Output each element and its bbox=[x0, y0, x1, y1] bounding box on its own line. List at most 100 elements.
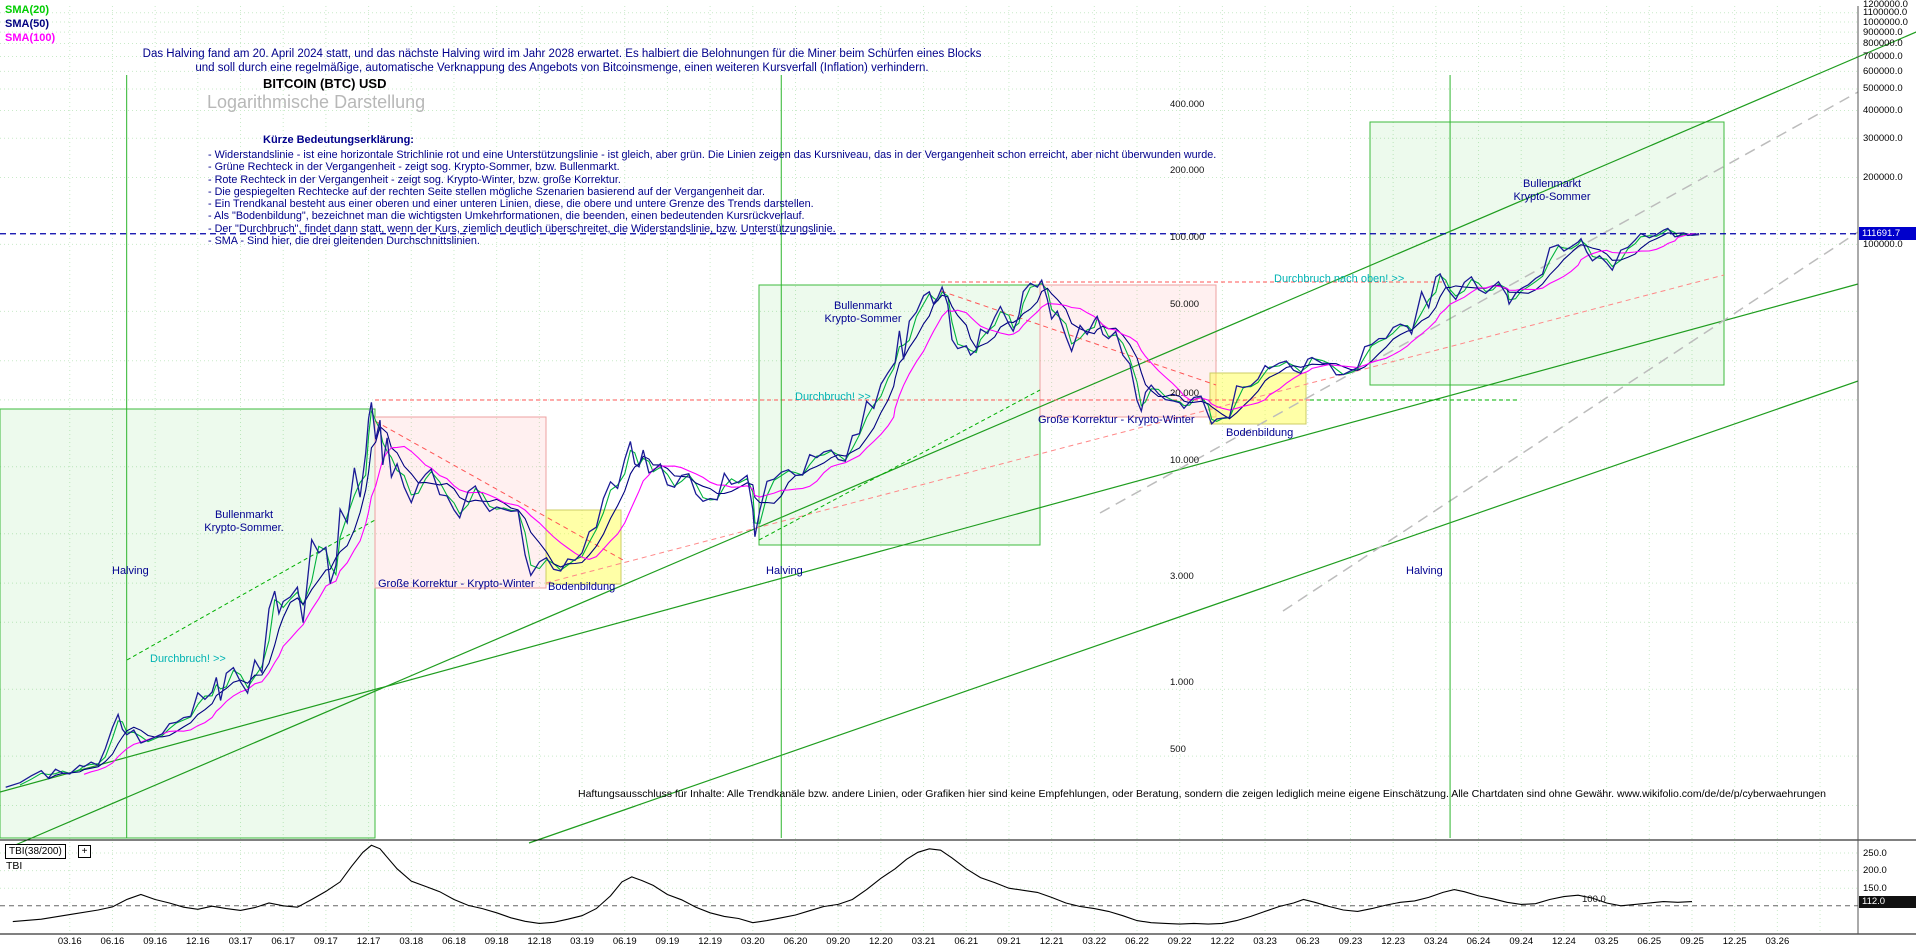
halving-lines bbox=[126, 75, 1451, 838]
disclaimer: Haftungsausschluss für Inhalte: Alle Tre… bbox=[578, 788, 1826, 800]
x-axis-label: 03.26 bbox=[1765, 936, 1790, 947]
tbi-axis-label: 150.0 bbox=[1863, 882, 1887, 894]
current-price-badge: 111691.7 bbox=[1859, 227, 1916, 241]
bull-rect bbox=[758, 284, 1041, 546]
corr-rect bbox=[374, 416, 547, 589]
add-indicator-button[interactable]: + bbox=[78, 845, 91, 858]
y-axis-label: 200000.0 bbox=[1863, 171, 1903, 183]
x-axis-label: 06.19 bbox=[612, 936, 637, 947]
x-axis-label: 06.20 bbox=[783, 936, 808, 947]
x-axis-label: 12.21 bbox=[1039, 936, 1064, 947]
tbi-curve bbox=[12, 844, 1693, 925]
explanation-title: Kürze Bedeutungserklärung: bbox=[263, 134, 414, 146]
x-axis-label: 03.19 bbox=[570, 936, 594, 947]
chart-annotation: Halving bbox=[1406, 565, 1443, 577]
x-axis-label: 03.20 bbox=[740, 936, 765, 947]
x-axis-label: 09.18 bbox=[484, 936, 509, 947]
tbi-indicator-label[interactable]: TBI(38/200) bbox=[5, 844, 66, 859]
explanation-list: - Widerstandslinie - ist eine horizontal… bbox=[208, 149, 1216, 247]
x-axis-label: 06.18 bbox=[442, 936, 466, 947]
chart-annotation: Durchbruch! >> bbox=[150, 653, 226, 665]
chart-annotation: Bullenmarkt Krypto-Sommer bbox=[1513, 178, 1591, 203]
bull-rect bbox=[1369, 121, 1725, 386]
tbi-ref-label: 100.0 bbox=[1582, 893, 1606, 905]
explanation-line: - Ein Trendkanal besteht aus einer obere… bbox=[208, 198, 814, 211]
halving-note-line2: und soll durch eine regelmäßige, automat… bbox=[195, 61, 929, 74]
x-axis-label: 12.17 bbox=[356, 936, 381, 947]
chart-annotation: Bodenbildung bbox=[548, 581, 616, 593]
x-axis-label: 09.22 bbox=[1167, 936, 1192, 947]
sma-curve bbox=[83, 233, 1700, 775]
x-axis-label: 06.25 bbox=[1637, 936, 1662, 947]
x-axis-label: 12.20 bbox=[868, 936, 893, 947]
tbi-axis-label: 250.0 bbox=[1863, 847, 1887, 859]
price-gridline-label: 10.000 bbox=[1170, 454, 1200, 466]
x-axis-label: 03.17 bbox=[228, 936, 253, 947]
x-axis-label: 06.24 bbox=[1466, 936, 1491, 947]
price-gridline-label: 500 bbox=[1170, 744, 1186, 756]
chart-annotation: Große Korrektur - Krypto-Winter bbox=[378, 578, 535, 590]
panel-borders bbox=[0, 6, 1916, 935]
y-axis-label: 300000.0 bbox=[1863, 132, 1903, 144]
tbi-axis-label: 200.0 bbox=[1863, 865, 1887, 877]
price-gridline-label: 100.000 bbox=[1170, 232, 1205, 244]
x-axis-label: 12.16 bbox=[185, 936, 210, 947]
explanation-line: - Als "Bodenbildung", bezeichnet man die… bbox=[208, 210, 805, 223]
y-axis-label: 500000.0 bbox=[1863, 83, 1903, 95]
price-curve bbox=[5, 227, 1700, 788]
price-gridline-label: 200.000 bbox=[1170, 165, 1205, 177]
x-axis-label: 03.21 bbox=[911, 936, 936, 947]
halving-note: Das Halving fand am 20. April 2024 statt… bbox=[12, 48, 1112, 75]
chart-annotation: Durchbruch nach oben! >> bbox=[1274, 273, 1405, 285]
x-axis-label: 12.18 bbox=[527, 936, 552, 947]
x-axis-label: 06.16 bbox=[100, 936, 125, 947]
sma-curve bbox=[19, 228, 1700, 786]
price-gridline-label: 20.000 bbox=[1170, 387, 1200, 399]
bull-rect bbox=[0, 408, 376, 839]
explanation-line: - Rote Rechteck in der Vergangenheit - z… bbox=[208, 173, 621, 186]
x-axis-label: 12.19 bbox=[698, 936, 722, 947]
legend-item[interactable]: SMA(100) bbox=[5, 32, 56, 44]
chart-annotation: Bullenmarkt Krypto-Sommer bbox=[824, 300, 902, 325]
y-axis-label: 1100000.0 bbox=[1863, 7, 1908, 19]
chart-annotation: Halving bbox=[766, 565, 803, 577]
x-axis-label: 09.20 bbox=[826, 936, 851, 947]
explanation-line: - SMA - Sind hier, die drei gleitenden D… bbox=[208, 235, 480, 248]
y-axis-label: 800000.0 bbox=[1863, 38, 1903, 50]
explanation-line: - Grüne Rechteck in der Vergangenheit - … bbox=[208, 161, 620, 174]
price-gridline-label: 400.000 bbox=[1170, 98, 1205, 110]
y-axis-label: 400000.0 bbox=[1863, 105, 1903, 116]
x-axis-label: 06.22 bbox=[1125, 936, 1149, 947]
x-axis-label: 09.23 bbox=[1338, 936, 1363, 947]
x-axis-label: 03.24 bbox=[1423, 936, 1448, 947]
chart-annotation: Bodenbildung bbox=[1226, 427, 1294, 439]
chart-title: BITCOIN (BTC) USD bbox=[263, 76, 387, 91]
x-axis-label: 09.19 bbox=[655, 936, 680, 947]
x-axis-label: 03.23 bbox=[1253, 936, 1277, 947]
x-axis-label: 12.23 bbox=[1381, 936, 1406, 947]
x-axis-label: 03.22 bbox=[1082, 936, 1107, 947]
y-axis-label: 900000.0 bbox=[1863, 26, 1903, 38]
halving-note-line1: Das Halving fand am 20. April 2024 statt… bbox=[142, 48, 982, 60]
x-axis-label: 09.24 bbox=[1509, 936, 1534, 947]
x-axis-label: 06.23 bbox=[1295, 936, 1320, 947]
sma-curve bbox=[48, 232, 1700, 780]
legend-item[interactable]: SMA(20) bbox=[5, 4, 50, 16]
grid-vertical-lines bbox=[69, 6, 1821, 934]
x-axis-label: 03.18 bbox=[399, 936, 424, 947]
explanation-line: - Die gespiegelten Rechtecke auf der rec… bbox=[208, 185, 765, 198]
explanation-line: - Widerstandslinie - ist eine horizontal… bbox=[208, 149, 1217, 161]
price-gridline-label: 3.000 bbox=[1170, 571, 1194, 583]
chart-annotation: Bullenmarkt Krypto-Sommer. bbox=[204, 509, 284, 534]
tbi-pane-title: TBI bbox=[6, 860, 23, 872]
y-axis-label: 1200000.0 bbox=[1863, 0, 1908, 10]
x-axis-label: 06.17 bbox=[271, 936, 296, 947]
legend-item[interactable]: SMA(50) bbox=[5, 18, 50, 30]
y-axis-label: 1000000.0 bbox=[1863, 16, 1908, 28]
chart-annotation: Große Korrektur - Krypto-Winter bbox=[1038, 414, 1195, 426]
tbi-grid-lines bbox=[0, 852, 1858, 907]
price-gridline-label: 1.000 bbox=[1170, 677, 1194, 689]
chart-annotation: Durchbruch! >> bbox=[795, 391, 871, 403]
